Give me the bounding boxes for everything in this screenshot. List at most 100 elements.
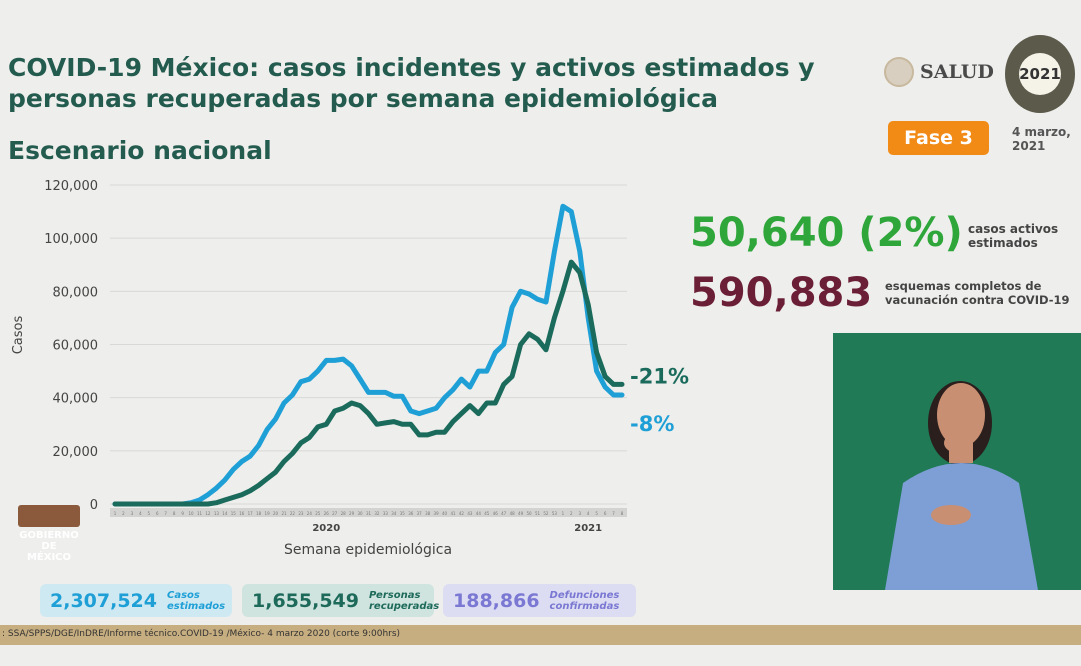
x-tick-label: 22: [290, 511, 296, 516]
x-tick-label: 29: [349, 511, 355, 516]
x-tick-label: 1: [562, 511, 565, 516]
x-tick-label: 50: [527, 511, 533, 516]
total-label: Casos estimados: [166, 589, 226, 612]
phase-badge: Fase 3: [888, 121, 989, 155]
x-tick-label: 5: [148, 511, 151, 516]
x-tick-label: 27: [332, 511, 338, 516]
x-tick-label: 53: [552, 511, 558, 516]
x-tick-label: 51: [535, 511, 541, 516]
x-tick-label: 30: [358, 511, 364, 516]
x-tick-label: 3: [578, 511, 581, 516]
vaccine-label: esquemas completos de vacunación contra …: [885, 279, 1070, 307]
vaccine-value: 590,883: [690, 270, 873, 316]
x-tick-label: 6: [604, 511, 607, 516]
x-tick-label: 13: [214, 511, 220, 516]
total-value: 1,655,549: [252, 589, 359, 612]
x-tick-label: 38: [425, 511, 431, 516]
x-tick-label: 35: [400, 511, 406, 516]
y-tick-label: 100,000: [44, 232, 98, 247]
x-tick-label: 24: [307, 511, 313, 516]
source-footer: : SSA/SPPS/DGE/InDRE/Informe técnico.COV…: [0, 625, 1081, 645]
salud-logo-text: SALUD: [920, 61, 994, 83]
x-tick-label: 5: [595, 511, 598, 516]
x-tick-label: 32: [374, 511, 380, 516]
report-date: 4 marzo, 2021: [1012, 125, 1071, 153]
x-tick-label: 31: [366, 511, 372, 516]
total-label: Personas recuperadas: [368, 589, 440, 612]
x-tick-label: 3: [131, 511, 134, 516]
gobierno-logo-text: GOBIERNO DE MÉXICO: [19, 530, 79, 563]
x-tick-label: 17: [248, 511, 254, 516]
x-tick-label: 26: [324, 511, 330, 516]
total-label: Defunciones confirmadas: [549, 589, 620, 612]
x-tick-label: 12: [205, 511, 211, 516]
sign-language-interpreter-video: [833, 333, 1081, 590]
x-tick-label: 49: [518, 511, 524, 516]
x-tick-label: 48: [510, 511, 516, 516]
x-tick-label: 7: [164, 511, 167, 516]
y-tick-label: 40,000: [53, 392, 99, 407]
x-tick-label: 14: [222, 511, 228, 516]
x-tick-label: 20: [273, 511, 279, 516]
x-tick-label: 6: [156, 511, 159, 516]
active-cases-label: casos activos estimados: [968, 222, 1059, 250]
page-title: COVID-19 México: casos incidentes y acti…: [8, 53, 815, 113]
y-tick-label: 20,000: [53, 445, 99, 460]
x-tick-label: 19: [265, 511, 271, 516]
year-label: 2021: [574, 523, 602, 534]
active-cases-value: 50,640 (2%): [690, 210, 963, 256]
x-tick-label: 25: [315, 511, 321, 516]
logo-2021-text: 2021: [1019, 53, 1061, 95]
total-box: 2,307,524 Casos estimados: [40, 584, 232, 617]
total-box: 1,655,549 Personas recuperadas: [242, 584, 439, 617]
x-tick-label: 28: [341, 511, 347, 516]
x-tick-label: 44: [476, 511, 482, 516]
page-subtitle: Escenario nacional: [8, 136, 272, 165]
x-tick-label: 52: [543, 511, 549, 516]
x-tick-label: 47: [501, 511, 507, 516]
x-tick-label: 2: [122, 511, 125, 516]
x-axis-title: Semana epidemiológica: [284, 542, 452, 558]
seal-icon: [884, 57, 914, 87]
x-tick-label: 4: [139, 511, 142, 516]
x-tick-label: 36: [408, 511, 414, 516]
total-value: 188,866: [453, 589, 540, 612]
x-tick-label: 40: [442, 511, 448, 516]
total-box: 188,866 Defunciones confirmadas: [443, 584, 636, 617]
gobierno-logo: GOBIERNO DE MÉXICO: [18, 505, 80, 563]
x-tick-label: 39: [434, 511, 440, 516]
y-axis-title: Casos: [11, 316, 26, 355]
x-tick-label: 41: [450, 511, 456, 516]
x-tick-label: 16: [239, 511, 245, 516]
x-tick-label: 43: [467, 511, 473, 516]
x-tick-label: 10: [189, 511, 195, 516]
line-chart: 0 20,000 40,000 60,000 80,000 100,000 120,000 1…: [11, 179, 689, 558]
x-tick-label: 18: [256, 511, 262, 516]
x-tick-label: 34: [391, 511, 397, 516]
mexico-2021-logo: 2021: [1005, 35, 1075, 113]
y-tick-label: 80,000: [53, 285, 99, 300]
y-tick-label: 60,000: [53, 339, 99, 354]
x-tick-label: 7: [612, 511, 615, 516]
x-tick-label: 2: [570, 511, 573, 516]
x-axis-band: [110, 508, 627, 517]
x-tick-label: 37: [417, 511, 423, 516]
y-tick-label: 120,000: [44, 179, 98, 194]
year-label: 2020: [312, 523, 340, 534]
x-tick-label: 42: [459, 511, 465, 516]
x-tick-label: 23: [298, 511, 304, 516]
x-tick-label: 45: [484, 511, 490, 516]
x-tick-label: 1: [114, 511, 117, 516]
x-tick-label: 15: [231, 511, 237, 516]
x-tick-label: 8: [173, 511, 176, 516]
salud-logo: SALUD: [884, 57, 994, 87]
x-tick-label: 4: [587, 511, 590, 516]
y-tick-label: 0: [90, 498, 98, 513]
series-end-label: -8%: [630, 412, 674, 436]
x-tick-label: 21: [281, 511, 287, 516]
x-tick-label: 8: [621, 511, 624, 516]
x-tick-label: 46: [493, 511, 499, 516]
series-line: [112, 203, 625, 507]
x-tick-label: 33: [383, 511, 389, 516]
x-tick-label: 9: [181, 511, 184, 516]
